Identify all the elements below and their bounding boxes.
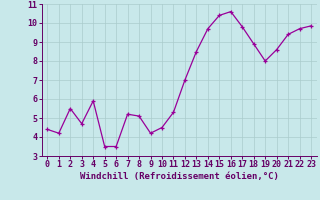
X-axis label: Windchill (Refroidissement éolien,°C): Windchill (Refroidissement éolien,°C) (80, 172, 279, 181)
